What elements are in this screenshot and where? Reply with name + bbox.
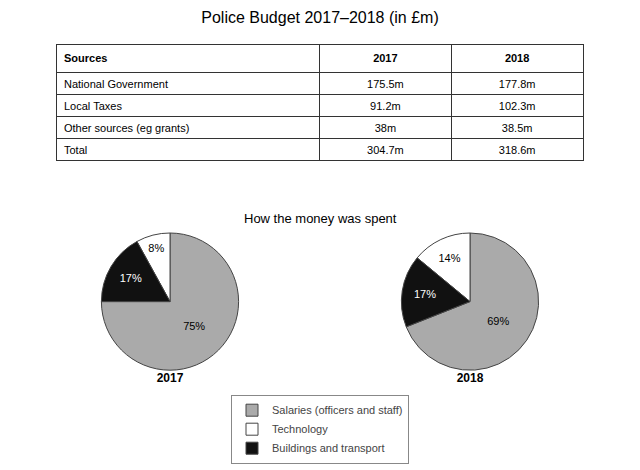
svg-text:38m: 38m [375, 122, 396, 134]
svg-text:National Government: National Government [64, 78, 168, 90]
svg-text:75%: 75% [183, 320, 205, 332]
svg-text:Total: Total [64, 144, 87, 156]
svg-text:38.5m: 38.5m [502, 122, 533, 134]
svg-text:175.5m: 175.5m [367, 78, 404, 90]
svg-text:17%: 17% [414, 288, 436, 300]
svg-text:Sources: Sources [64, 52, 107, 64]
svg-text:Technology: Technology [272, 423, 328, 435]
svg-text:2018: 2018 [505, 52, 529, 64]
svg-text:318.6m: 318.6m [499, 144, 536, 156]
svg-text:Buildings and transport: Buildings and transport [272, 442, 385, 454]
svg-text:Other sources (eg grants): Other sources (eg grants) [64, 122, 189, 134]
svg-text:2018: 2018 [457, 371, 484, 385]
svg-text:177.8m: 177.8m [499, 78, 536, 90]
svg-text:17%: 17% [120, 272, 142, 284]
svg-text:Police Budget 2017–2018 (in £m: Police Budget 2017–2018 (in £m) [201, 9, 439, 26]
svg-text:2017: 2017 [157, 371, 184, 385]
svg-text:Salaries (officers and staff): Salaries (officers and staff) [272, 404, 402, 416]
svg-text:8%: 8% [148, 242, 164, 254]
svg-text:Local Taxes: Local Taxes [64, 100, 122, 112]
svg-text:102.3m: 102.3m [499, 100, 536, 112]
svg-text:91.2m: 91.2m [370, 100, 401, 112]
svg-text:2017: 2017 [373, 52, 397, 64]
svg-text:How the money was spent: How the money was spent [244, 211, 397, 226]
svg-text:69%: 69% [487, 315, 509, 327]
svg-text:304.7m: 304.7m [367, 144, 404, 156]
svg-text:14%: 14% [438, 252, 460, 264]
